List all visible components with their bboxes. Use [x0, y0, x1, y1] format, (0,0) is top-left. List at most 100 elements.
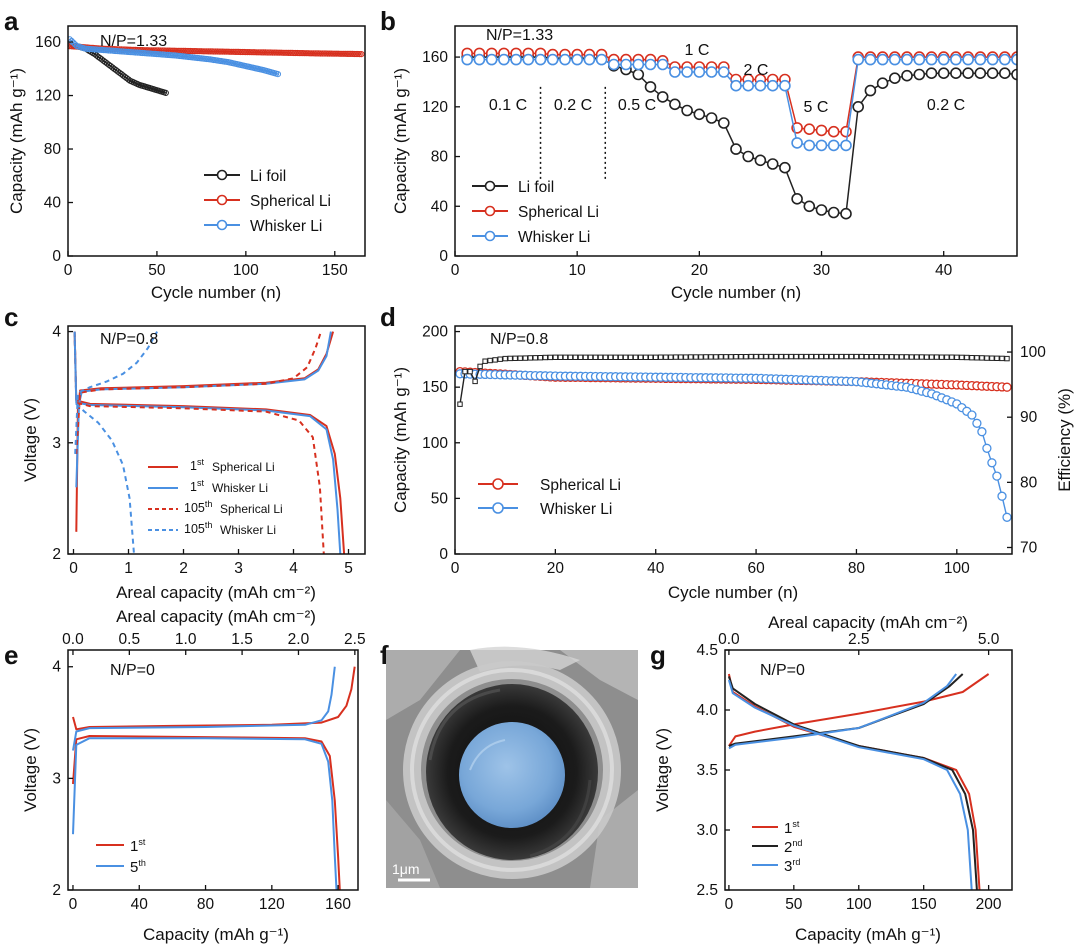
- data-point: [559, 53, 571, 66]
- data-point: [986, 53, 999, 66]
- data-point: [681, 104, 693, 117]
- x-tick-label-c: 1: [124, 560, 133, 577]
- svg-text:1st: 1st: [130, 837, 146, 855]
- curve-2nd-discharge: [727, 676, 978, 890]
- efficiency-point: [919, 354, 925, 360]
- x-tick-label-c: 2: [179, 560, 188, 577]
- data-point: [742, 79, 755, 92]
- panel-label-b: b: [380, 6, 396, 36]
- data-point: [876, 53, 889, 66]
- efficiency-point: [898, 354, 905, 360]
- x-tick-label-e: 160: [325, 896, 351, 913]
- data-point: [791, 193, 803, 205]
- data-point: [461, 53, 474, 66]
- legend-a: Li foil Spherical Li Whisker Li: [204, 168, 331, 235]
- x-tick-label-a: 0: [64, 262, 73, 279]
- curve-105th-spherical-li-discharge: [73, 331, 325, 554]
- svg-text:Whisker Li: Whisker Li: [212, 481, 268, 495]
- legend-item-1st: 1st: [96, 837, 146, 855]
- data-point: [925, 67, 938, 79]
- y-tick-label-d: 150: [422, 379, 448, 396]
- rate-label-1c: 1 C: [685, 42, 710, 59]
- data-point: [595, 53, 608, 66]
- y-axis-label-e: Voltage (V): [21, 728, 40, 812]
- data-point: [742, 150, 755, 163]
- x-tick-label-c: 5: [344, 560, 353, 577]
- x-tick-label-a: 150: [322, 262, 348, 279]
- legend-item-5th: 5th: [96, 858, 146, 876]
- efficiency-point: [924, 354, 930, 360]
- legend-item-105th-whisker: 105th Whisker Li: [148, 520, 276, 537]
- plot-area-g: [727, 673, 990, 890]
- plot-frame-e: [67, 649, 359, 891]
- x-top-tick-label-g: 5.0: [978, 631, 1000, 648]
- efficiency-point: [843, 353, 850, 360]
- curve-1st-discharge: [72, 735, 341, 890]
- efficiency-point: [893, 354, 900, 360]
- legend-item-whisker-li: Whisker Li: [478, 501, 612, 518]
- data-point: [754, 79, 767, 92]
- efficiency-point: [507, 355, 513, 362]
- axis-ticks-c: 0 1 2 3 4 5 2 3 4: [52, 324, 352, 577]
- panel-label-a: a: [4, 6, 19, 36]
- svg-text:5th: 5th: [130, 858, 146, 876]
- efficiency-point: [713, 354, 719, 360]
- legend-item-1st-whisker: 1st Whisker Li: [148, 478, 268, 495]
- plot-frame-d: [454, 325, 1013, 555]
- efficiency-point: [974, 355, 980, 361]
- y-right-tick-label-d: 100: [1020, 344, 1046, 361]
- svg-text:Spherical Li: Spherical Li: [518, 204, 599, 221]
- legend-item-105th-spherical: 105th Spherical Li: [148, 499, 283, 516]
- efficiency-point: [592, 354, 599, 361]
- x-tick-label-d: 80: [848, 560, 866, 577]
- x-tick-label-d: 0: [451, 560, 460, 577]
- efficiency-point: [738, 354, 744, 360]
- data-point: [498, 53, 510, 66]
- efficiency-point: [999, 355, 1005, 362]
- svg-text:Spherical Li: Spherical Li: [212, 460, 275, 474]
- rate-label-0.2c: 0.2 C: [554, 97, 592, 114]
- efficiency-point: [989, 355, 995, 361]
- x-top-tick-label-e: 0.0: [62, 631, 84, 648]
- data-point: [982, 443, 992, 453]
- data-point: [803, 200, 816, 213]
- efficiency-point: [914, 354, 920, 360]
- efficiency-point: [758, 353, 764, 360]
- panel-d: d 0 20 40 60 80 100 0 50 100 150 200 70 80 90 100 N/P=…: [380, 302, 1074, 602]
- panel-c: c 0 1 2 3 4 5 2 3 4 N/P=0.8 Areal capacity (mAh …: [4, 302, 366, 602]
- x-tick-label-e: 0: [69, 896, 78, 913]
- y-tick-label-d: 0: [439, 546, 448, 563]
- efficiency-point: [883, 354, 890, 360]
- efficiency-point: [818, 353, 824, 360]
- efficiency-point: [733, 354, 739, 360]
- rate-label-0.2c-return: 0.2 C: [927, 97, 965, 114]
- efficiency-point: [813, 353, 819, 360]
- plot-frame-c: [67, 325, 366, 555]
- efficiency-point: [984, 355, 990, 361]
- efficiency-point: [457, 401, 463, 407]
- x-tick-label-b: 40: [935, 262, 953, 279]
- panel-b: b 0 10 20 30 40 0 40 80 120 160 N/P=1.33 0.1 C 0.…: [380, 6, 1018, 302]
- scale-bar: 1μm: [392, 861, 430, 882]
- data-point: [644, 81, 657, 93]
- efficiency-point: [472, 378, 478, 385]
- data-point: [950, 53, 962, 66]
- data-point: [803, 123, 816, 135]
- efficiency-point: [462, 368, 468, 375]
- annotation-np-a: N/P=1.33: [100, 33, 167, 50]
- data-point: [632, 58, 645, 71]
- data-point: [510, 53, 522, 66]
- x-tick-label-b: 10: [569, 262, 587, 279]
- efficiency-point: [597, 354, 604, 361]
- efficiency-point: [753, 353, 759, 360]
- axis-ticks-e: 0 40 80 120 160 2 3 40.0 0.5 1.0 1.5 2.0 2.5: [52, 631, 365, 913]
- x-axis-label-a: Cycle number (n): [151, 283, 281, 302]
- efficiency-point: [632, 354, 639, 361]
- x-top-tick-label-e: 2.5: [344, 631, 366, 648]
- curve-1st-charge: [72, 666, 356, 731]
- y-tick-label-g: 4.0: [696, 702, 718, 719]
- data-point: [992, 471, 1002, 481]
- efficiency-point: [602, 354, 609, 361]
- efficiency-point: [728, 354, 734, 360]
- efficiency-point: [552, 354, 559, 361]
